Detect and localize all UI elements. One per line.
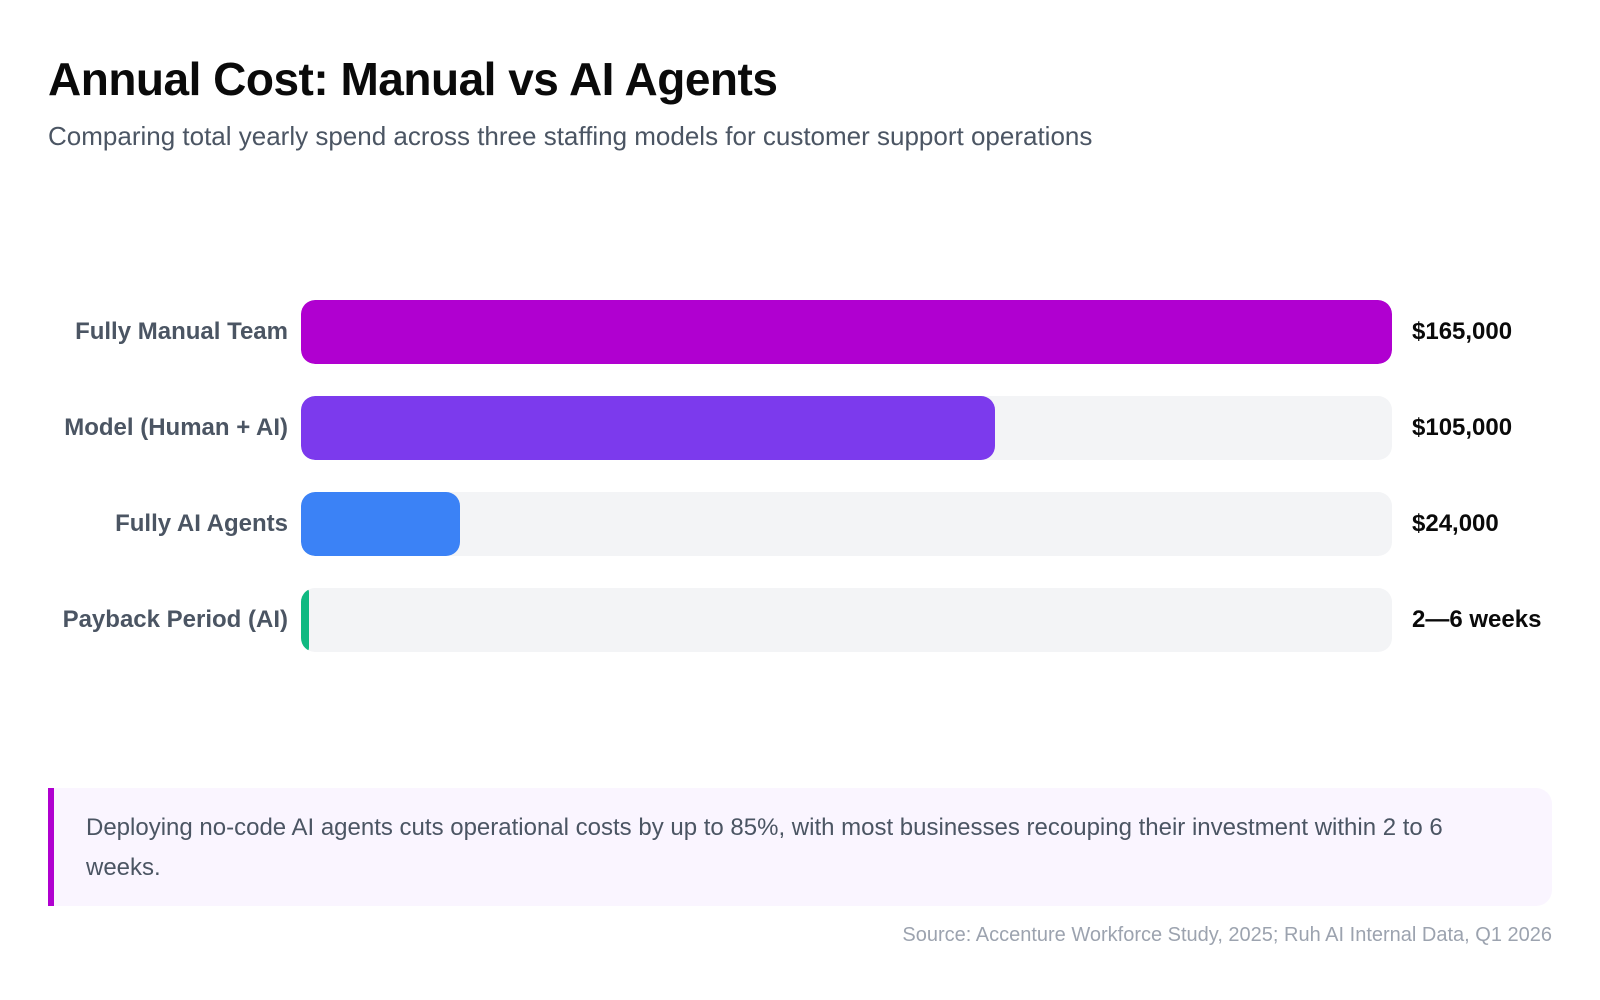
bar-track [301,492,1392,556]
bar [301,396,995,460]
chart-subtitle: Comparing total yearly spend across thre… [48,121,1093,151]
bar-row: Payback Period (AI) 2—6 weeks [0,588,1600,652]
bar-row: Fully AI Agents $24,000 [0,492,1600,556]
value-label: $105,000 [1412,414,1513,441]
bar-track [301,588,1392,652]
bar [301,300,1392,364]
bar [301,492,460,556]
bar-row: Model (Human + AI) $105,000 [0,396,1600,460]
insight-callout: Deploying no-code AI agents cuts operati… [48,788,1552,906]
value-label: $165,000 [1412,318,1513,345]
value-label: 2—6 weeks [1412,606,1542,633]
chart-title: Annual Cost: Manual vs AI Agents [48,53,778,105]
value-label: $24,000 [1412,510,1499,537]
category-label: Payback Period (AI) [62,606,288,633]
source-note: Source: Accenture Workforce Study, 2025;… [902,924,1552,946]
category-label: Fully Manual Team [75,318,288,345]
callout-text: Deploying no-code AI agents cuts operati… [86,814,1443,881]
bar [301,588,309,652]
bar-row: Fully Manual Team $165,000 [0,300,1600,364]
bar-track [301,396,1392,460]
bar-track [301,300,1392,364]
category-label: Fully AI Agents [115,510,288,537]
category-label: Model (Human + AI) [64,414,288,441]
